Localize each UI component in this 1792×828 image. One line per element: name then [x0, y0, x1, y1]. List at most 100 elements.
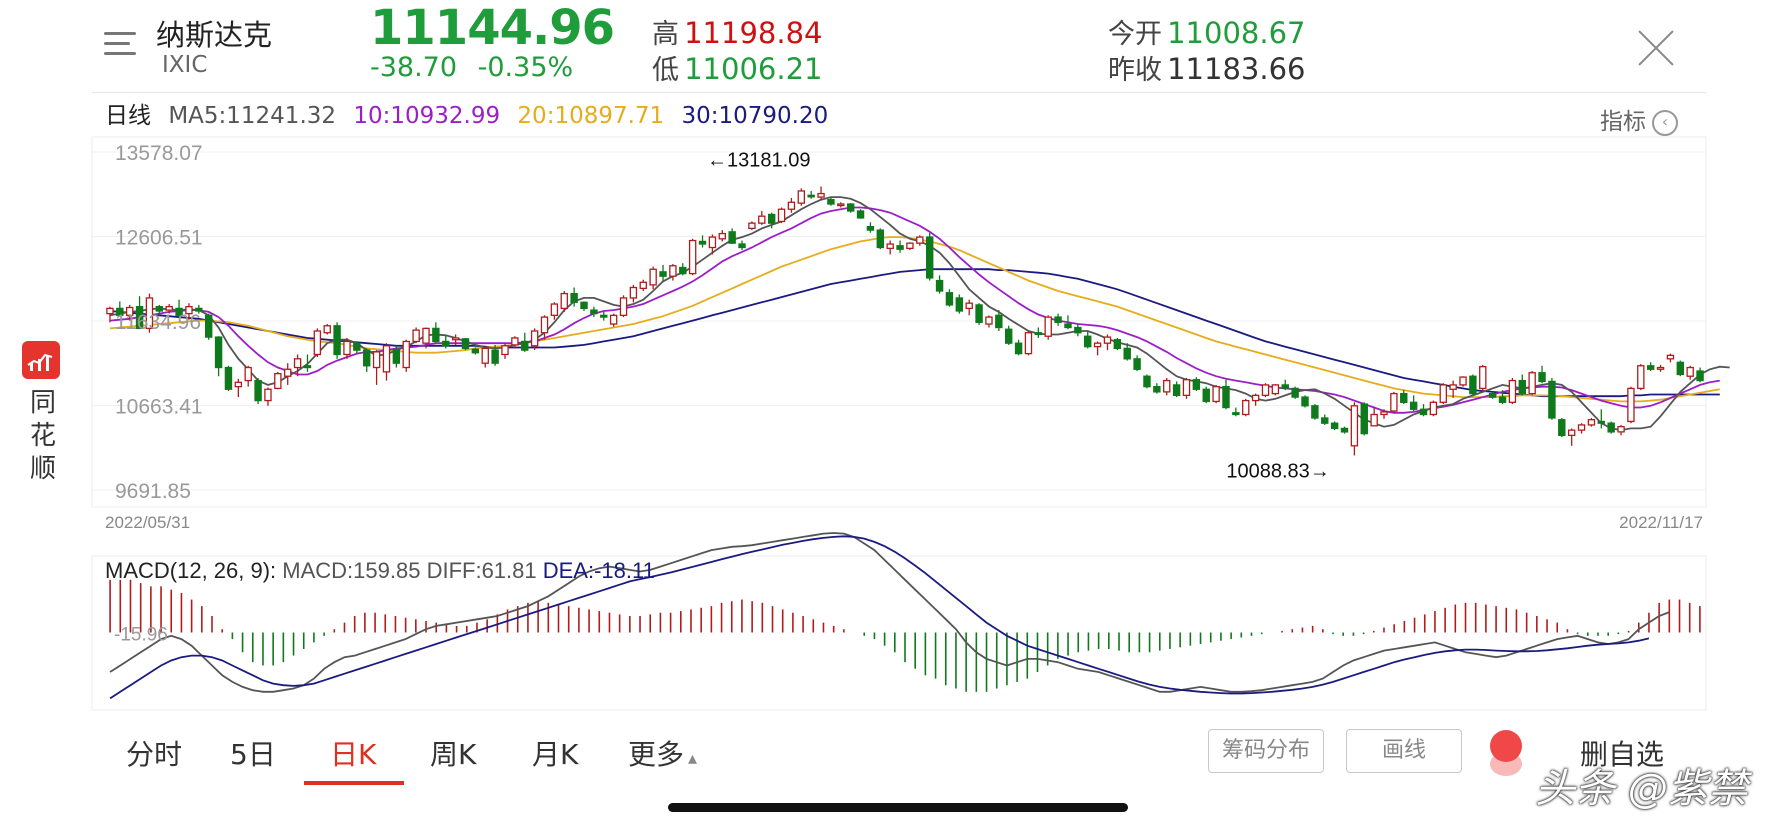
- candle: [195, 304, 203, 314]
- tab-month-k[interactable]: 月K: [532, 738, 579, 771]
- candle: [1172, 381, 1181, 398]
- candle-body: [175, 307, 183, 316]
- candle: [1607, 421, 1615, 434]
- candle-body: [1153, 386, 1161, 393]
- candle: [1429, 400, 1438, 417]
- candle-body: [195, 307, 203, 312]
- candle: [856, 209, 865, 219]
- candle-body: [1301, 396, 1309, 407]
- menu-icon[interactable]: [104, 30, 144, 60]
- side-char: 顺: [29, 454, 56, 484]
- candle-body: [1340, 427, 1349, 433]
- period-label: 日线: [105, 103, 151, 129]
- candle: [1508, 377, 1517, 405]
- candle-body: [530, 330, 539, 347]
- candle-body: [708, 236, 717, 249]
- candle-body: [886, 243, 894, 250]
- high-label: 高: [652, 19, 679, 50]
- candle: [1202, 386, 1210, 404]
- candle: [1103, 334, 1112, 351]
- tab-more[interactable]: 更多 ▴: [628, 733, 697, 773]
- candle-body: [935, 279, 944, 292]
- high-quote: 高 11198.84: [652, 12, 822, 51]
- candle-body: [777, 208, 786, 223]
- candle: [669, 264, 677, 281]
- candle: [125, 304, 134, 321]
- macd-zero-tick: -15.96: [114, 625, 168, 646]
- candle: [1192, 377, 1201, 392]
- candle-body: [669, 265, 677, 277]
- side-brand-text: 同 花 顺: [28, 387, 58, 486]
- candle: [1321, 414, 1329, 425]
- tab-fenshi[interactable]: 分时: [126, 738, 183, 771]
- candle: [807, 190, 815, 199]
- candle-body: [1172, 384, 1181, 397]
- candle-body: [1538, 372, 1546, 383]
- candle: [995, 310, 1003, 331]
- candle-body: [1261, 384, 1270, 397]
- candle-body: [1123, 347, 1131, 360]
- candle-body: [1222, 386, 1230, 409]
- watermark-text: 头条 @紫禁: [1535, 766, 1748, 812]
- candle-body: [1291, 387, 1299, 398]
- open-quote: 今开 11008.67: [1108, 12, 1305, 51]
- candle-body: [807, 194, 815, 198]
- tab-day-k[interactable]: 日K: [330, 738, 377, 771]
- candle-body: [323, 325, 331, 334]
- candle-body: [1380, 411, 1388, 416]
- candle-body: [1409, 401, 1418, 410]
- candle: [1153, 383, 1161, 394]
- candle-body: [945, 292, 954, 306]
- candle: [1488, 391, 1497, 399]
- candle: [1291, 386, 1299, 399]
- candle: [155, 304, 164, 316]
- candle-body: [600, 314, 608, 318]
- chip-distribution-button[interactable]: 筹码分布: [1208, 729, 1324, 773]
- home-indicator[interactable]: [668, 803, 1128, 812]
- candle: [1340, 426, 1349, 434]
- tonghuashun-logo-icon: [22, 341, 60, 379]
- candle-body: [1074, 326, 1082, 334]
- candle: [116, 301, 124, 316]
- candle: [1597, 409, 1606, 429]
- candle-body: [422, 327, 430, 344]
- candle-body: [412, 329, 420, 343]
- candle-body: [125, 306, 134, 316]
- candle-body: [313, 330, 322, 356]
- tab-5day[interactable]: 5日: [230, 738, 276, 771]
- candle: [846, 203, 855, 213]
- open-label: 今开: [1108, 19, 1162, 50]
- candle-body: [1567, 429, 1576, 437]
- candle-body: [1321, 417, 1329, 424]
- side-char: 花: [29, 421, 56, 451]
- indicator-button[interactable]: 指标 ‹: [1600, 102, 1678, 136]
- candle: [521, 332, 529, 352]
- remove-favorite-button[interactable]: 删自选: [1580, 738, 1665, 771]
- candle-body: [1577, 424, 1586, 431]
- candle: [1232, 407, 1240, 417]
- candle: [1271, 384, 1280, 396]
- candle: [570, 287, 578, 307]
- candle: [244, 365, 252, 387]
- candle: [777, 207, 786, 224]
- candle: [698, 235, 707, 248]
- min-annotation: 10088.83→: [1226, 460, 1329, 482]
- candle-body: [1350, 405, 1359, 447]
- chevron-left-circle-icon: ‹: [1652, 109, 1678, 136]
- candle-body: [1488, 392, 1497, 398]
- candle: [442, 335, 450, 349]
- draw-line-button[interactable]: 画线: [1346, 729, 1462, 773]
- candle: [224, 365, 233, 392]
- candle-body: [738, 243, 746, 249]
- tab-week-k[interactable]: 周K: [430, 738, 477, 771]
- candle: [1182, 377, 1191, 399]
- candle-body: [1370, 413, 1378, 427]
- tab-more-label: 更多: [628, 738, 685, 771]
- candle: [1528, 371, 1536, 396]
- candle-body: [511, 337, 519, 346]
- candle: [1400, 390, 1408, 405]
- candle: [461, 337, 470, 351]
- candle: [1676, 360, 1685, 377]
- candle: [382, 343, 391, 381]
